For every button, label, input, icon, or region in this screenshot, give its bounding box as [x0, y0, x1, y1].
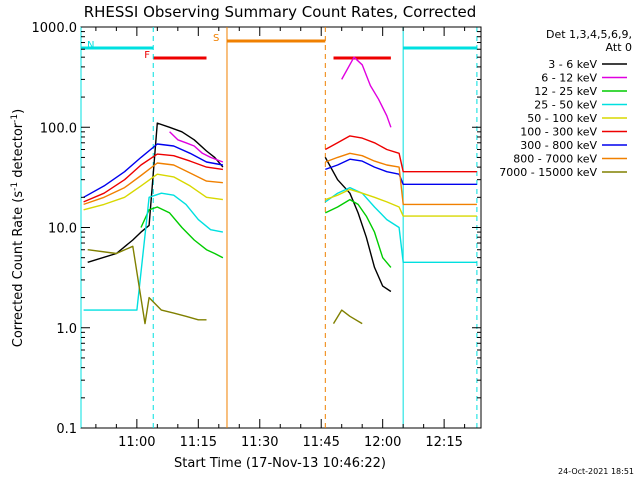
series-line [324, 198, 392, 268]
series-line [324, 186, 477, 263]
legend-label: 300 - 800 keV [520, 139, 597, 152]
legend-label: 3 - 6 keV [548, 58, 597, 71]
legend-label: 6 - 12 keV [541, 72, 597, 85]
legend-header-line: Att 0 [606, 41, 632, 54]
x-tick-label: 11:15 [180, 435, 217, 450]
series-line [332, 309, 363, 325]
y-axis-label-part: detector [11, 122, 26, 182]
x-axis-label: Start Time (17-Nov-13 10:46:22) [174, 456, 386, 471]
y-axis-label-part: ) [11, 109, 26, 114]
series-layer [83, 56, 477, 325]
x-tick-label: 11:30 [241, 435, 278, 450]
legend-label: 100 - 300 keV [520, 126, 597, 139]
y-axis-label-part: Corrected Count Rate (s [11, 191, 26, 348]
series-line [83, 153, 223, 203]
y-tick-label: 1000.0 [32, 21, 78, 36]
legend-label: 12 - 25 keV [534, 85, 597, 98]
legend-label: 25 - 50 keV [534, 99, 597, 112]
legend-label: 800 - 7000 keV [513, 153, 597, 166]
y-axis: 1000.0 100.0 10.0 1.0 0.1 [32, 21, 481, 437]
series-line [325, 152, 477, 206]
y-tick-label: 100.0 [40, 121, 77, 136]
x-tick-label: 11:45 [302, 435, 339, 450]
series-line [83, 143, 224, 198]
y-tick-label: 0.1 [56, 422, 77, 437]
footer-date: 24-Oct-2021 18:51 [558, 467, 634, 476]
series-line [324, 157, 392, 293]
y-tick-label: 10.0 [48, 222, 77, 237]
flag-label: F [144, 50, 150, 61]
series-line [325, 158, 477, 186]
y-axis-label: Corrected Count Rate (s-1 detector-1) [10, 109, 26, 347]
x-tick-label: 11:00 [118, 435, 155, 450]
x-tick-label: 12:15 [425, 435, 462, 450]
y-axis-label-sup: -1 [10, 114, 20, 123]
vertical-line-layer [80, 27, 478, 428]
series-line [83, 173, 223, 211]
legend-header-line: Det 1,3,4,5,6,9, [546, 28, 632, 41]
y-tick-label: 1.0 [56, 322, 77, 337]
series-line [83, 162, 223, 206]
series-line [341, 56, 392, 128]
x-tick-label: 12:00 [364, 435, 401, 450]
legend-label: 50 - 100 keV [527, 112, 597, 125]
legend-label: 7000 - 15000 keV [499, 166, 597, 179]
series-line [83, 192, 224, 311]
chart-title: RHESSI Observing Summary Count Rates, Co… [84, 3, 477, 21]
series-line [140, 206, 224, 259]
flag-label: N [87, 40, 94, 51]
x-axis: 11:00 11:15 11:30 11:45 12:00 12:15 [95, 27, 466, 450]
y-axis-label-sup: -1 [10, 182, 20, 191]
series-line [169, 131, 224, 163]
series-line [87, 245, 207, 325]
series-line [324, 135, 477, 173]
flag-label: S [213, 33, 219, 44]
series-line [325, 188, 477, 217]
flag-layer: N F S [81, 33, 477, 61]
series-line [87, 122, 224, 263]
